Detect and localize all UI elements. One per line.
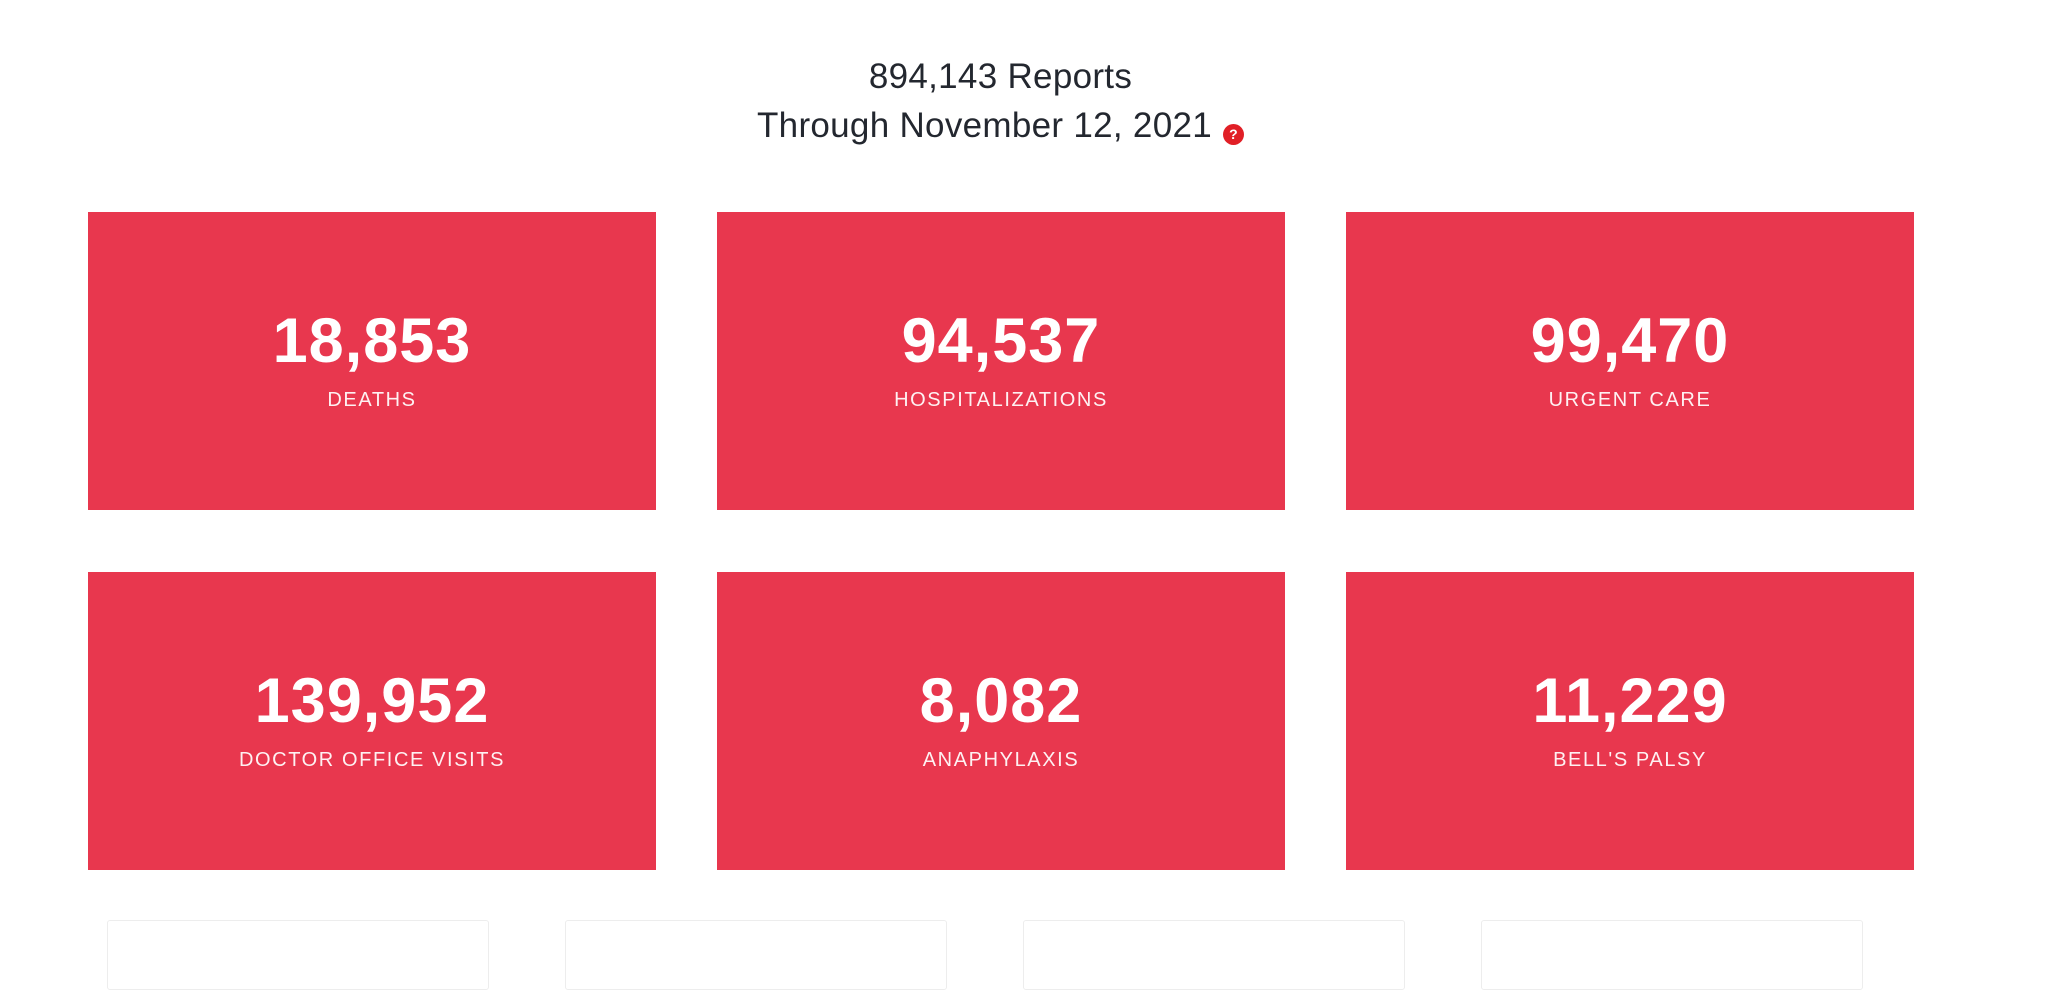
partial-card [1481, 920, 1863, 990]
stat-value: 11,229 [1532, 666, 1728, 736]
help-icon[interactable]: ? [1223, 124, 1244, 145]
stat-label: ANAPHYLAXIS [922, 749, 1080, 771]
partial-cards-row [107, 920, 2070, 990]
reports-through-line: Through November 12, 2021? [88, 101, 1913, 150]
stats-grid: 18,853 DEATHS 94,537 HOSPITALIZATIONS 99… [88, 212, 2070, 870]
stat-label: BELL'S PALSY [1553, 749, 1707, 771]
stat-card-urgent-care[interactable]: 99,470 URGENT CARE [1346, 212, 1914, 510]
reports-count-title: 894,143 Reports [868, 57, 1133, 96]
stat-card-anaphylaxis[interactable]: 8,082 ANAPHYLAXIS [717, 572, 1285, 870]
report-summary-header: 894,143 Reports Through November 12, 202… [88, 0, 1913, 150]
stat-value: 139,952 [254, 666, 490, 736]
stat-label: DOCTOR OFFICE VISITS [238, 749, 506, 771]
stat-card-doctor-office-visits[interactable]: 139,952 DOCTOR OFFICE VISITS [88, 572, 656, 870]
stat-card-deaths[interactable]: 18,853 DEATHS [88, 212, 656, 510]
reports-through-text: Through November 12, 2021 [757, 106, 1212, 145]
stat-value: 8,082 [919, 666, 1083, 736]
stat-label: HOSPITALIZATIONS [894, 389, 1108, 411]
partial-card [107, 920, 489, 990]
vaers-summary-page: 894,143 Reports Through November 12, 202… [88, 0, 2070, 990]
stat-card-bells-palsy[interactable]: 11,229 BELL'S PALSY [1346, 572, 1914, 870]
partial-card [1023, 920, 1405, 990]
stat-value: 99,470 [1530, 306, 1730, 376]
stat-card-hospitalizations[interactable]: 94,537 HOSPITALIZATIONS [717, 212, 1285, 510]
stat-label: DEATHS [327, 389, 417, 411]
stat-value: 94,537 [901, 306, 1101, 376]
stat-label: URGENT CARE [1548, 389, 1712, 411]
stat-value: 18,853 [272, 306, 472, 376]
partial-card [565, 920, 947, 990]
